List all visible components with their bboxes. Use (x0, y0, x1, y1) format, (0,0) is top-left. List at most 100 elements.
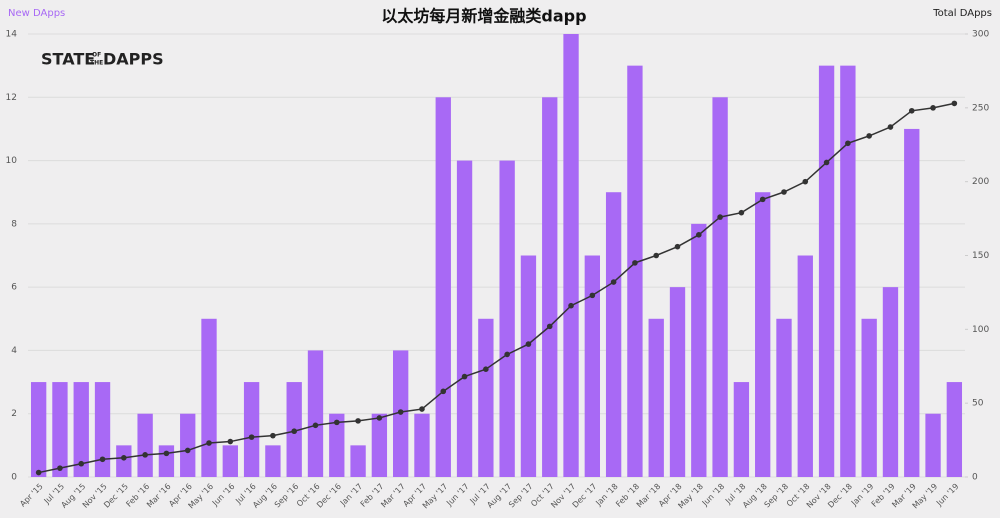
line-point (759, 196, 766, 203)
bar (52, 382, 68, 477)
line-point (312, 422, 319, 429)
bar (222, 445, 238, 477)
y2-tick-label: 200 (972, 177, 989, 187)
y-tick-label: 10 (6, 156, 18, 166)
line-point (696, 232, 702, 238)
line-point (461, 373, 468, 380)
y2-tick-label: 0 (972, 473, 978, 483)
bar (520, 255, 537, 477)
line-point (908, 107, 915, 114)
bar (265, 445, 281, 477)
bar (904, 128, 920, 477)
logo-text: OF (92, 52, 101, 59)
bar (946, 382, 963, 477)
line-point (589, 292, 596, 299)
bar (94, 382, 111, 477)
line-point (568, 302, 574, 309)
line-point (163, 450, 170, 457)
bar (818, 65, 835, 478)
y2-tick-label: 100 (972, 325, 989, 335)
bar (584, 255, 600, 477)
line-point (270, 432, 276, 439)
line-point (951, 100, 958, 107)
y-axis-title: New DApps (8, 8, 65, 19)
line-point (866, 133, 872, 139)
line-point (738, 209, 745, 216)
line-point (142, 452, 148, 458)
bar (882, 287, 899, 477)
line-point (78, 460, 85, 467)
line-point (610, 279, 617, 285)
bar (605, 192, 622, 477)
bar (925, 413, 941, 477)
y2-tick-label: 300 (972, 30, 989, 40)
y-tick-label: 4 (11, 346, 17, 356)
line-point (397, 409, 404, 415)
line-point (845, 140, 851, 147)
y2-tick-label: 150 (972, 251, 989, 261)
line-point (291, 428, 297, 435)
bar (180, 413, 196, 477)
bar (797, 255, 813, 477)
bar (478, 318, 494, 477)
line-point (483, 366, 489, 373)
line-point (632, 260, 638, 266)
line-point (802, 178, 809, 185)
line-point (419, 406, 425, 412)
bar (414, 413, 430, 477)
line-point (184, 447, 191, 454)
line-point (99, 456, 106, 463)
bar (840, 65, 856, 478)
logo-text: DAPPS (103, 50, 164, 69)
bar (158, 445, 175, 477)
line-point (887, 124, 894, 130)
line-point (504, 351, 510, 358)
line-point (546, 323, 553, 330)
line-point (781, 189, 787, 195)
bar (137, 413, 153, 477)
bar (116, 445, 132, 477)
bar (776, 318, 792, 477)
bar (861, 318, 877, 477)
bar (307, 350, 324, 477)
line-point (525, 341, 532, 347)
line-point (717, 214, 723, 220)
bar (648, 318, 664, 477)
logo-text: THE (90, 60, 103, 67)
line-point (227, 438, 234, 445)
line (38, 102, 955, 474)
bar (499, 160, 515, 478)
line-point (376, 415, 383, 421)
bar (73, 382, 89, 477)
line-point (333, 419, 340, 426)
line-point (653, 252, 660, 259)
bar (691, 223, 707, 477)
line-point (674, 243, 681, 250)
bar (329, 413, 345, 477)
y-tick-label: 14 (6, 30, 18, 40)
bar (30, 382, 47, 477)
line-point (823, 159, 830, 166)
bar (201, 318, 217, 477)
logo-text: STATE (41, 50, 95, 69)
bar (627, 65, 643, 478)
y2-tick-label: 250 (972, 103, 989, 113)
bar (243, 382, 260, 477)
bar (371, 413, 388, 477)
y-tick-label: 12 (6, 93, 17, 103)
bar (542, 97, 558, 478)
line-point (121, 455, 127, 461)
line-point (206, 440, 212, 446)
line-point (440, 388, 447, 395)
line-point (248, 434, 255, 440)
line-point (35, 469, 42, 476)
bar (456, 160, 473, 478)
bar (755, 192, 771, 477)
bar (712, 97, 728, 478)
y2-tick-label: 50 (972, 399, 984, 409)
chart-title: 以太坊每月新增金融类dapp (381, 7, 586, 26)
line-point (930, 105, 936, 111)
line-point (355, 418, 361, 424)
y-tick-label: 8 (11, 219, 17, 229)
